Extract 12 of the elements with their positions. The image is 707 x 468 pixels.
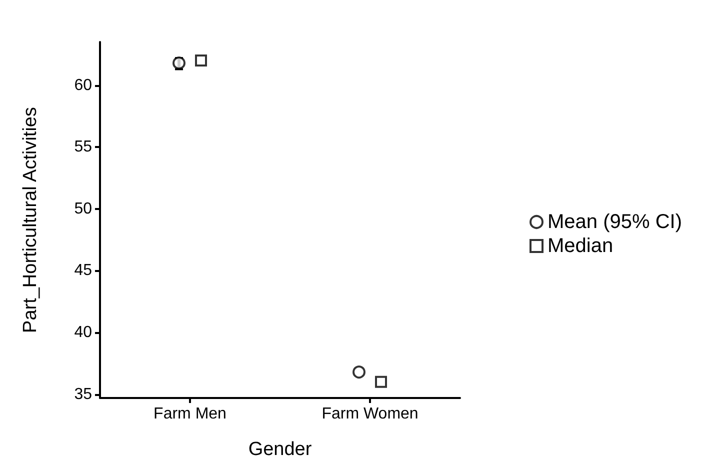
- x-tick-label: Farm Men: [154, 406, 226, 422]
- legend-label: Median: [548, 235, 614, 257]
- y-tick-label: 35: [74, 386, 92, 403]
- y-axis-title: Part_Horticultural Activities: [20, 107, 41, 333]
- y-tick-label: 55: [74, 138, 92, 156]
- y-tick-label: 60: [74, 76, 92, 94]
- y-tick-label: 40: [74, 324, 92, 341]
- legend-label: Mean (95% CI): [548, 211, 682, 233]
- y-tick-label: 50: [74, 200, 92, 218]
- x-tick-label: Farm Women: [322, 406, 418, 422]
- y-tick-label: 45: [74, 262, 92, 280]
- x-axis-title: Gender: [248, 439, 312, 460]
